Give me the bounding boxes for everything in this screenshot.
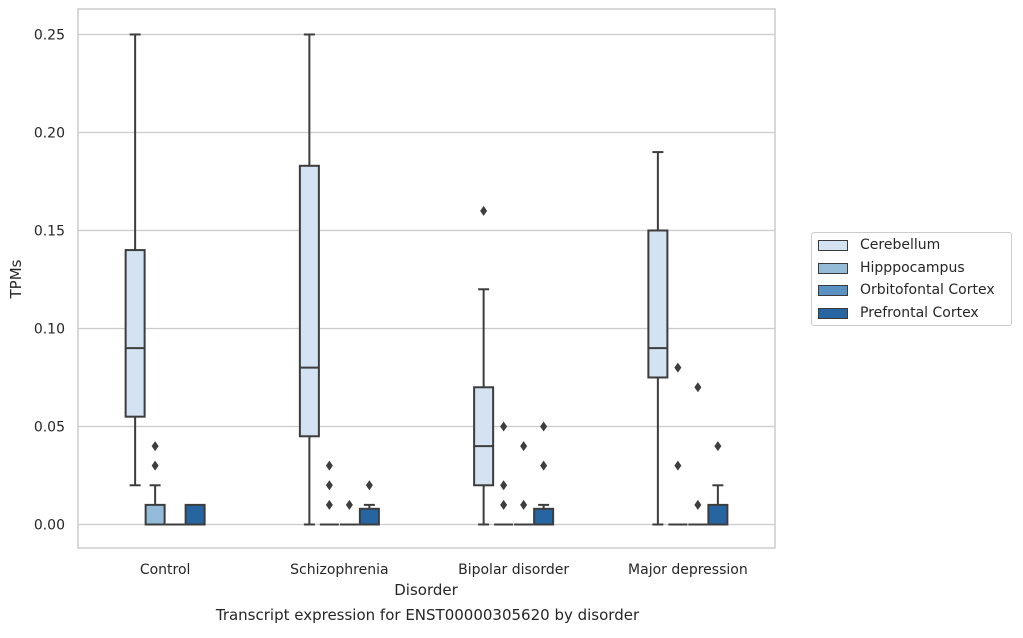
plot-frame bbox=[77, 8, 776, 549]
outlier-point bbox=[365, 480, 373, 491]
x-axis-label: Disorder bbox=[394, 581, 458, 599]
box-iqr bbox=[647, 229, 669, 379]
outlier-point bbox=[540, 460, 548, 471]
box-orbitofontal-cortex bbox=[339, 499, 359, 526]
legend-swatch-hipppocampus bbox=[818, 262, 848, 274]
box-prefrontal-cortex bbox=[533, 421, 555, 526]
box-hipppocampus bbox=[319, 460, 339, 526]
outlier-point bbox=[151, 441, 159, 452]
legend-swatch-prefrontal-cortex bbox=[818, 307, 848, 319]
outlier-point bbox=[714, 441, 722, 452]
y-tick-labels: 0.00 0.05 0.10 0.15 0.20 0.25 bbox=[34, 27, 65, 533]
box-hipppocampus bbox=[668, 362, 688, 526]
outlier-point bbox=[520, 441, 528, 452]
box-orbitofontal-cortex bbox=[688, 382, 708, 526]
box-iqr bbox=[473, 386, 495, 487]
y-tick-label: 0.25 bbox=[34, 27, 65, 43]
outlier-point bbox=[500, 480, 508, 491]
box-hipppocampus bbox=[494, 421, 514, 526]
legend-item-hipppocampus: Hipppocampus bbox=[818, 258, 965, 278]
legend-item-prefrontal-cortex: Prefrontal Cortex bbox=[818, 303, 979, 323]
box-orbitofontal-cortex bbox=[514, 441, 534, 526]
box-iqr bbox=[298, 164, 320, 438]
outlier-point bbox=[674, 362, 682, 373]
box-cerebellum bbox=[298, 33, 320, 526]
box-hipppocampus bbox=[144, 441, 166, 526]
legend-label-hipppocampus: Hipppocampus bbox=[860, 260, 965, 276]
x-tick-label: Schizophrenia bbox=[290, 562, 388, 578]
outlier-point bbox=[674, 460, 682, 471]
x-tick-label: Major depression bbox=[628, 562, 748, 578]
box-cerebellum bbox=[473, 205, 495, 526]
y-tick-label: 0.10 bbox=[34, 321, 65, 337]
box-cerebellum bbox=[647, 151, 669, 526]
legend: Cerebellum Hipppocampus Orbitofontal Cor… bbox=[811, 232, 1012, 326]
outlier-point bbox=[325, 460, 333, 471]
chart-caption: Transcript expression for ENST0000030562… bbox=[215, 606, 640, 624]
y-axis-label: TPMs bbox=[7, 259, 25, 299]
legend-swatch-cerebellum bbox=[818, 239, 848, 251]
legend-item-cerebellum: Cerebellum bbox=[818, 235, 940, 255]
box-prefrontal-cortex bbox=[184, 503, 206, 526]
legend-label-orbitofontal-cortex: Orbitofontal Cortex bbox=[860, 282, 995, 298]
outlier-point bbox=[520, 499, 528, 510]
outlier-point bbox=[500, 499, 508, 510]
box-iqr bbox=[707, 503, 729, 526]
legend-label-cerebellum: Cerebellum bbox=[860, 237, 941, 253]
grid-layer bbox=[78, 33, 775, 526]
box-prefrontal-cortex bbox=[707, 441, 729, 526]
y-tick-label: 0.00 bbox=[34, 517, 65, 533]
outlier-point bbox=[345, 499, 353, 510]
box-iqr bbox=[124, 249, 146, 418]
outlier-point bbox=[694, 499, 702, 510]
outlier-point bbox=[694, 382, 702, 393]
box-iqr bbox=[533, 507, 555, 526]
legend-swatch-orbitofontal-cortex bbox=[818, 284, 848, 296]
y-tick-label: 0.05 bbox=[34, 419, 65, 435]
outlier-point bbox=[480, 205, 488, 216]
x-tick-label: Bipolar disorder bbox=[458, 562, 569, 578]
outlier-point bbox=[325, 480, 333, 491]
outlier-point bbox=[540, 421, 548, 432]
legend-label-prefrontal-cortex: Prefrontal Cortex bbox=[860, 305, 979, 321]
box-layer bbox=[124, 33, 729, 526]
x-tick-labels: Control Schizophrenia Bipolar disorder Majo… bbox=[140, 562, 748, 578]
y-tick-label: 0.20 bbox=[34, 125, 65, 141]
x-tick-label: Control bbox=[140, 562, 191, 578]
outlier-point bbox=[325, 499, 333, 510]
box-iqr bbox=[144, 503, 166, 526]
box-cerebellum bbox=[124, 33, 146, 487]
box-prefrontal-cortex bbox=[358, 480, 380, 526]
outlier-point bbox=[151, 460, 159, 471]
y-tick-label: 0.15 bbox=[34, 223, 65, 239]
box-iqr bbox=[184, 503, 206, 526]
outlier-point bbox=[500, 421, 508, 432]
legend-item-orbitofontal-cortex: Orbitofontal Cortex bbox=[818, 280, 995, 300]
box-iqr bbox=[358, 507, 380, 526]
